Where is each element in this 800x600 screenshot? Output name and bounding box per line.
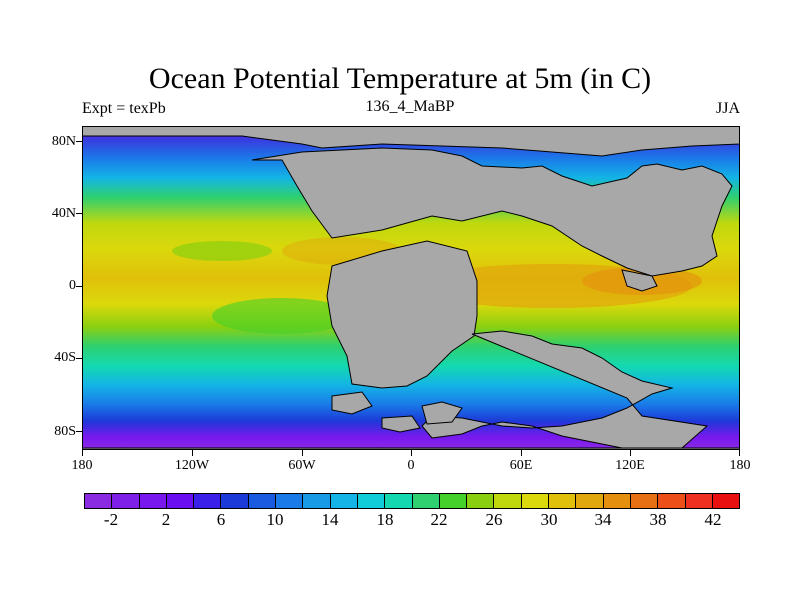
lat-label-40n: 40N: [51, 206, 76, 221]
x-tick: [192, 450, 193, 456]
colorbar-label: 14: [321, 510, 339, 529]
colorbar-segment: [439, 494, 468, 508]
lat-label-80s: 80S: [54, 424, 76, 439]
lat-label-80n: 80N: [51, 134, 76, 149]
colorbar-segment: [521, 494, 550, 508]
colorbar-segment: [549, 494, 577, 508]
colorbar-label: 6: [216, 510, 226, 529]
x-tick: [739, 450, 740, 456]
colorbar-label: 2: [161, 510, 171, 529]
lat-label-0: 0: [69, 278, 76, 293]
colorbar-segment: [467, 494, 495, 508]
time-label: 136_4_MaBP: [365, 98, 455, 115]
colorbar-label: 30: [540, 510, 558, 529]
colorbar-label: 22: [430, 510, 448, 529]
colorbar-label: 34: [594, 510, 612, 529]
y-tick: [76, 358, 82, 359]
colorbar-segment: [330, 494, 358, 508]
colorbar-segment: [357, 494, 386, 508]
colorbar-segment: [385, 494, 413, 508]
colorbar-segment: [276, 494, 304, 508]
lon-label-60e: 60E: [509, 458, 533, 473]
colorbar-segment: [139, 494, 167, 508]
season-label: JJA: [715, 100, 740, 117]
colorbar-segment: [630, 494, 659, 508]
lon-label-180w: 180: [71, 458, 93, 473]
lon-label-120w: 120W: [174, 458, 210, 473]
colorbar-label: 10: [266, 510, 284, 529]
colorbar-segment: [603, 494, 631, 508]
lon-label-60w: 60W: [288, 458, 316, 473]
x-tick: [411, 450, 412, 456]
map-title: Ocean Potential Temperature at 5m (in C): [148, 62, 652, 95]
x-tick: [82, 450, 83, 456]
y-tick: [76, 141, 82, 142]
colorbar-segment: [194, 494, 222, 508]
colorbar-label: 42: [704, 510, 722, 529]
colorbar-segment: [112, 494, 140, 508]
x-tick: [302, 450, 303, 456]
x-tick: [521, 450, 522, 456]
experiment-label: Expt = texPb: [82, 100, 166, 117]
y-tick: [76, 213, 82, 214]
lat-label-40s: 40S: [54, 350, 76, 365]
temperature-map: [82, 126, 740, 450]
colorbar-segment: [685, 494, 713, 508]
x-tick: [630, 450, 631, 456]
lon-label-120e: 120E: [615, 458, 645, 473]
colorbar: [84, 493, 740, 509]
colorbar-label: 18: [376, 510, 394, 529]
y-tick: [76, 286, 82, 287]
lon-label-0: 0: [407, 458, 415, 473]
colorbar-segment: [576, 494, 604, 508]
colorbar-segment: [248, 494, 277, 508]
y-tick: [76, 431, 82, 432]
colorbar-segment: [412, 494, 440, 508]
colorbar-segment: [166, 494, 195, 508]
colorbar-label: -2: [103, 510, 119, 529]
colorbar-segment: [658, 494, 686, 508]
colorbar-label: 26: [485, 510, 503, 529]
colorbar-segment: [494, 494, 522, 508]
colorbar-segment: [712, 494, 740, 508]
colorbar-segment: [85, 494, 113, 508]
colorbar-label: 38: [649, 510, 667, 529]
lon-label-180e: 180: [729, 458, 751, 473]
colorbar-segment: [303, 494, 331, 508]
colorbar-segment: [221, 494, 249, 508]
